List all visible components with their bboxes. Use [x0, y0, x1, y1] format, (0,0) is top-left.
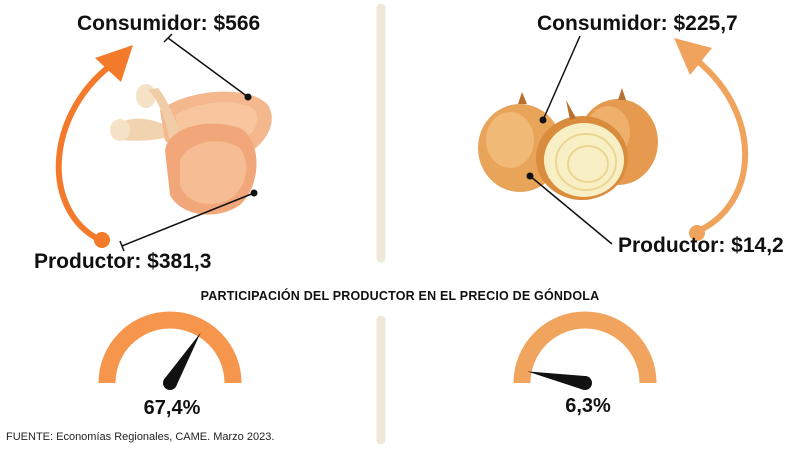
gauge-needle-pointer: [164, 332, 201, 387]
right-increase-arrow-icon: [674, 38, 748, 241]
right-producer-price-label: Productor: $14,2: [618, 234, 784, 257]
right-producer-share-value: 6,3%: [565, 395, 611, 417]
left-producer-leader-line: [119, 189, 258, 252]
chicken-drumsticks-image: [110, 84, 272, 215]
producer-share-title: PARTICIPACIÓN DEL PRODUCTOR EN EL PRECIO…: [200, 289, 600, 303]
gauge-needle-hub: [578, 376, 592, 390]
right-consumer-price-label: Consumidor: $225,7: [537, 12, 738, 35]
right-producer-leader-line: [526, 172, 613, 245]
gauge-right-needle: [527, 371, 592, 390]
left-consumer-leader-line: [163, 33, 252, 101]
gauge-right-track: [513, 311, 657, 384]
left-increase-arrow-icon: [55, 45, 133, 248]
gauge-needle-pointer: [527, 371, 587, 390]
left-producer-share-value: 67,4%: [143, 397, 201, 419]
onions-image: [478, 88, 658, 200]
left-producer-price-label: Productor: $381,3: [34, 250, 212, 273]
source-note: FUENTE: Economías Regionales, CAME. Marz…: [6, 431, 275, 443]
gauge-needle-hub: [163, 376, 177, 390]
gauge-left-needle: [163, 332, 201, 390]
right-consumer-leader-line: [539, 35, 581, 124]
gauge-left-track: [98, 311, 242, 384]
left-consumer-price-label: Consumidor: $566: [77, 12, 261, 35]
